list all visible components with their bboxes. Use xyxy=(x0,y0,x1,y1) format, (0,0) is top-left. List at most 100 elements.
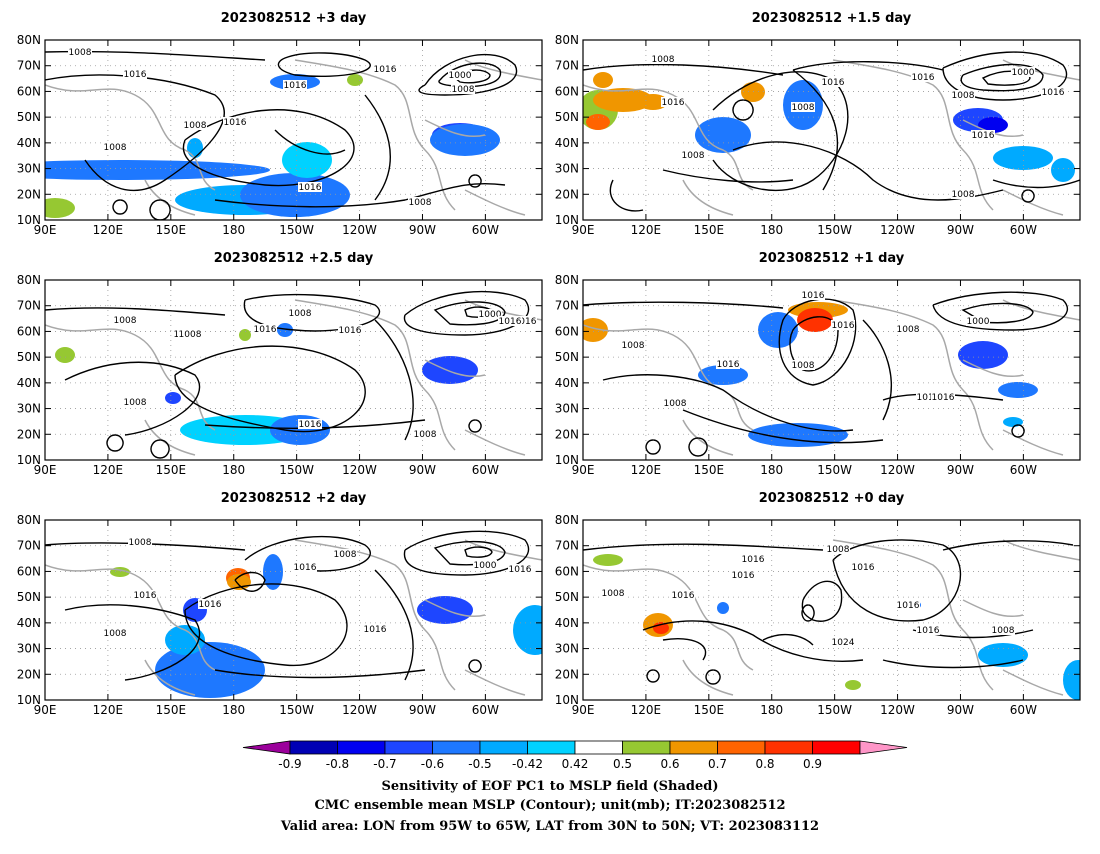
contour-label: 1016 xyxy=(932,393,955,403)
lon-label: 120E xyxy=(631,463,662,477)
panel-title: 2023082512 +2.5 day xyxy=(214,251,374,266)
mslp-contour xyxy=(602,374,854,432)
sensitivity-shading xyxy=(586,114,610,130)
lon-label: 60W xyxy=(472,463,499,477)
contour-label-bg xyxy=(288,308,312,318)
lon-label: 120W xyxy=(342,463,377,477)
contour-label: 1016 xyxy=(374,65,397,75)
lon-label: 90W xyxy=(409,463,436,477)
contour-label: 1008 xyxy=(452,85,475,95)
sensitivity-shading xyxy=(187,138,203,158)
contour-label: 1008 xyxy=(69,48,92,58)
contour-label: 1008 xyxy=(792,361,815,371)
mslp-contour xyxy=(688,437,708,457)
lat-label: 80N xyxy=(555,513,579,527)
mslp-contour xyxy=(762,633,814,646)
panel-frame xyxy=(582,39,1081,221)
lon-label: 90W xyxy=(947,223,974,237)
contour-label-bg xyxy=(916,392,940,402)
mslp-contour xyxy=(1011,424,1025,438)
contour-label-bg xyxy=(896,324,920,334)
colorbar-label: -0.5 xyxy=(468,757,491,771)
mslp-contour xyxy=(801,604,815,622)
lon-label: 180 xyxy=(760,463,783,477)
sensitivity-shading xyxy=(593,72,613,88)
sensitivity-shading xyxy=(748,423,848,447)
coastline xyxy=(294,299,456,451)
mslp-contour xyxy=(184,583,348,667)
mslp-contour xyxy=(468,174,482,188)
contour-label-bg xyxy=(916,625,940,635)
contour-label-bg xyxy=(681,150,705,160)
panel-frame xyxy=(44,519,543,701)
lat-label: 70N xyxy=(17,59,41,73)
sensitivity-shading xyxy=(45,198,75,218)
lon-label: 180 xyxy=(222,223,245,237)
contour-label: 1008 xyxy=(114,316,137,326)
contour-label: 1016 xyxy=(299,183,322,193)
mslp-contour xyxy=(464,546,493,558)
lat-label: 50N xyxy=(17,350,41,364)
sensitivity-shading xyxy=(583,318,608,342)
contour-label-bg xyxy=(971,130,995,140)
lon-label: 90E xyxy=(572,703,595,717)
contour-label: 1016 xyxy=(1042,88,1065,98)
lat-label: 40N xyxy=(555,136,579,150)
contour-label: 1016 xyxy=(672,591,695,601)
colorbar-box xyxy=(527,740,576,755)
colorbar-box xyxy=(479,740,528,755)
contour-label: 1008 xyxy=(602,589,625,599)
lat-label: 40N xyxy=(17,376,41,390)
mslp-contour xyxy=(468,419,482,433)
coastline xyxy=(832,539,994,691)
lon-label: 180 xyxy=(222,463,245,477)
mslp-contour xyxy=(1021,189,1035,203)
contour-label-bg xyxy=(448,70,472,80)
contour-label-bg xyxy=(966,316,990,326)
contour-label: 1008 xyxy=(792,103,815,113)
contour-label: 1016 xyxy=(224,118,247,128)
coastline xyxy=(294,539,456,691)
contour-label: 1016 xyxy=(972,131,995,141)
coastline xyxy=(1002,189,1064,216)
contour-label-bg xyxy=(663,398,687,408)
lon-label: 150W xyxy=(279,463,314,477)
panel-p2: 2023082512 +2 day 1008 1008 1016 1016 1016 100… xyxy=(17,491,543,717)
colorbar-box xyxy=(622,740,671,755)
contour-label-bg xyxy=(951,90,975,100)
contour-label-bg xyxy=(103,628,127,638)
sensitivity-shading xyxy=(741,82,765,102)
mslp-contour xyxy=(732,99,754,121)
lat-label: 80N xyxy=(555,33,579,47)
mslp-contour xyxy=(364,94,391,201)
contour-label-bg xyxy=(661,97,685,107)
sensitivity-shading xyxy=(638,94,668,110)
sensitivity-shading xyxy=(239,329,251,341)
colorbar-box xyxy=(337,740,386,755)
contour-label: 1016 xyxy=(509,565,532,575)
lat-label: 60N xyxy=(17,84,41,98)
lat-label: 40N xyxy=(17,616,41,630)
contour-label: 1016 xyxy=(284,81,307,91)
contour-label-bg xyxy=(991,625,1015,635)
panel-p0: 2023082512 +0 day10081008101610161016101… xyxy=(555,491,1081,717)
coastline xyxy=(464,429,526,456)
contour-label-bg xyxy=(931,392,955,402)
lon-label: 60W xyxy=(472,223,499,237)
mslp-contour xyxy=(662,638,707,661)
mslp-contour xyxy=(583,543,824,551)
caption-line-3: Valid area: LON from 95W to 65W, LAT fro… xyxy=(280,819,819,834)
mslp-contour xyxy=(277,52,371,78)
mslp-contour xyxy=(932,291,1069,331)
colorbar-label: -0.8 xyxy=(326,757,349,771)
contour-label: 1008 xyxy=(104,143,127,153)
colorbar-label: 0.8 xyxy=(755,757,774,771)
contour-label-bg xyxy=(103,142,127,152)
lat-label: 60N xyxy=(555,84,579,98)
colorbar-label: 0.9 xyxy=(803,757,822,771)
lon-label: 150W xyxy=(279,223,314,237)
colorbar-extend-low xyxy=(242,740,291,755)
lat-label: 70N xyxy=(555,539,579,553)
lon-label: 90W xyxy=(947,463,974,477)
contour-label: 1008 xyxy=(289,309,312,319)
